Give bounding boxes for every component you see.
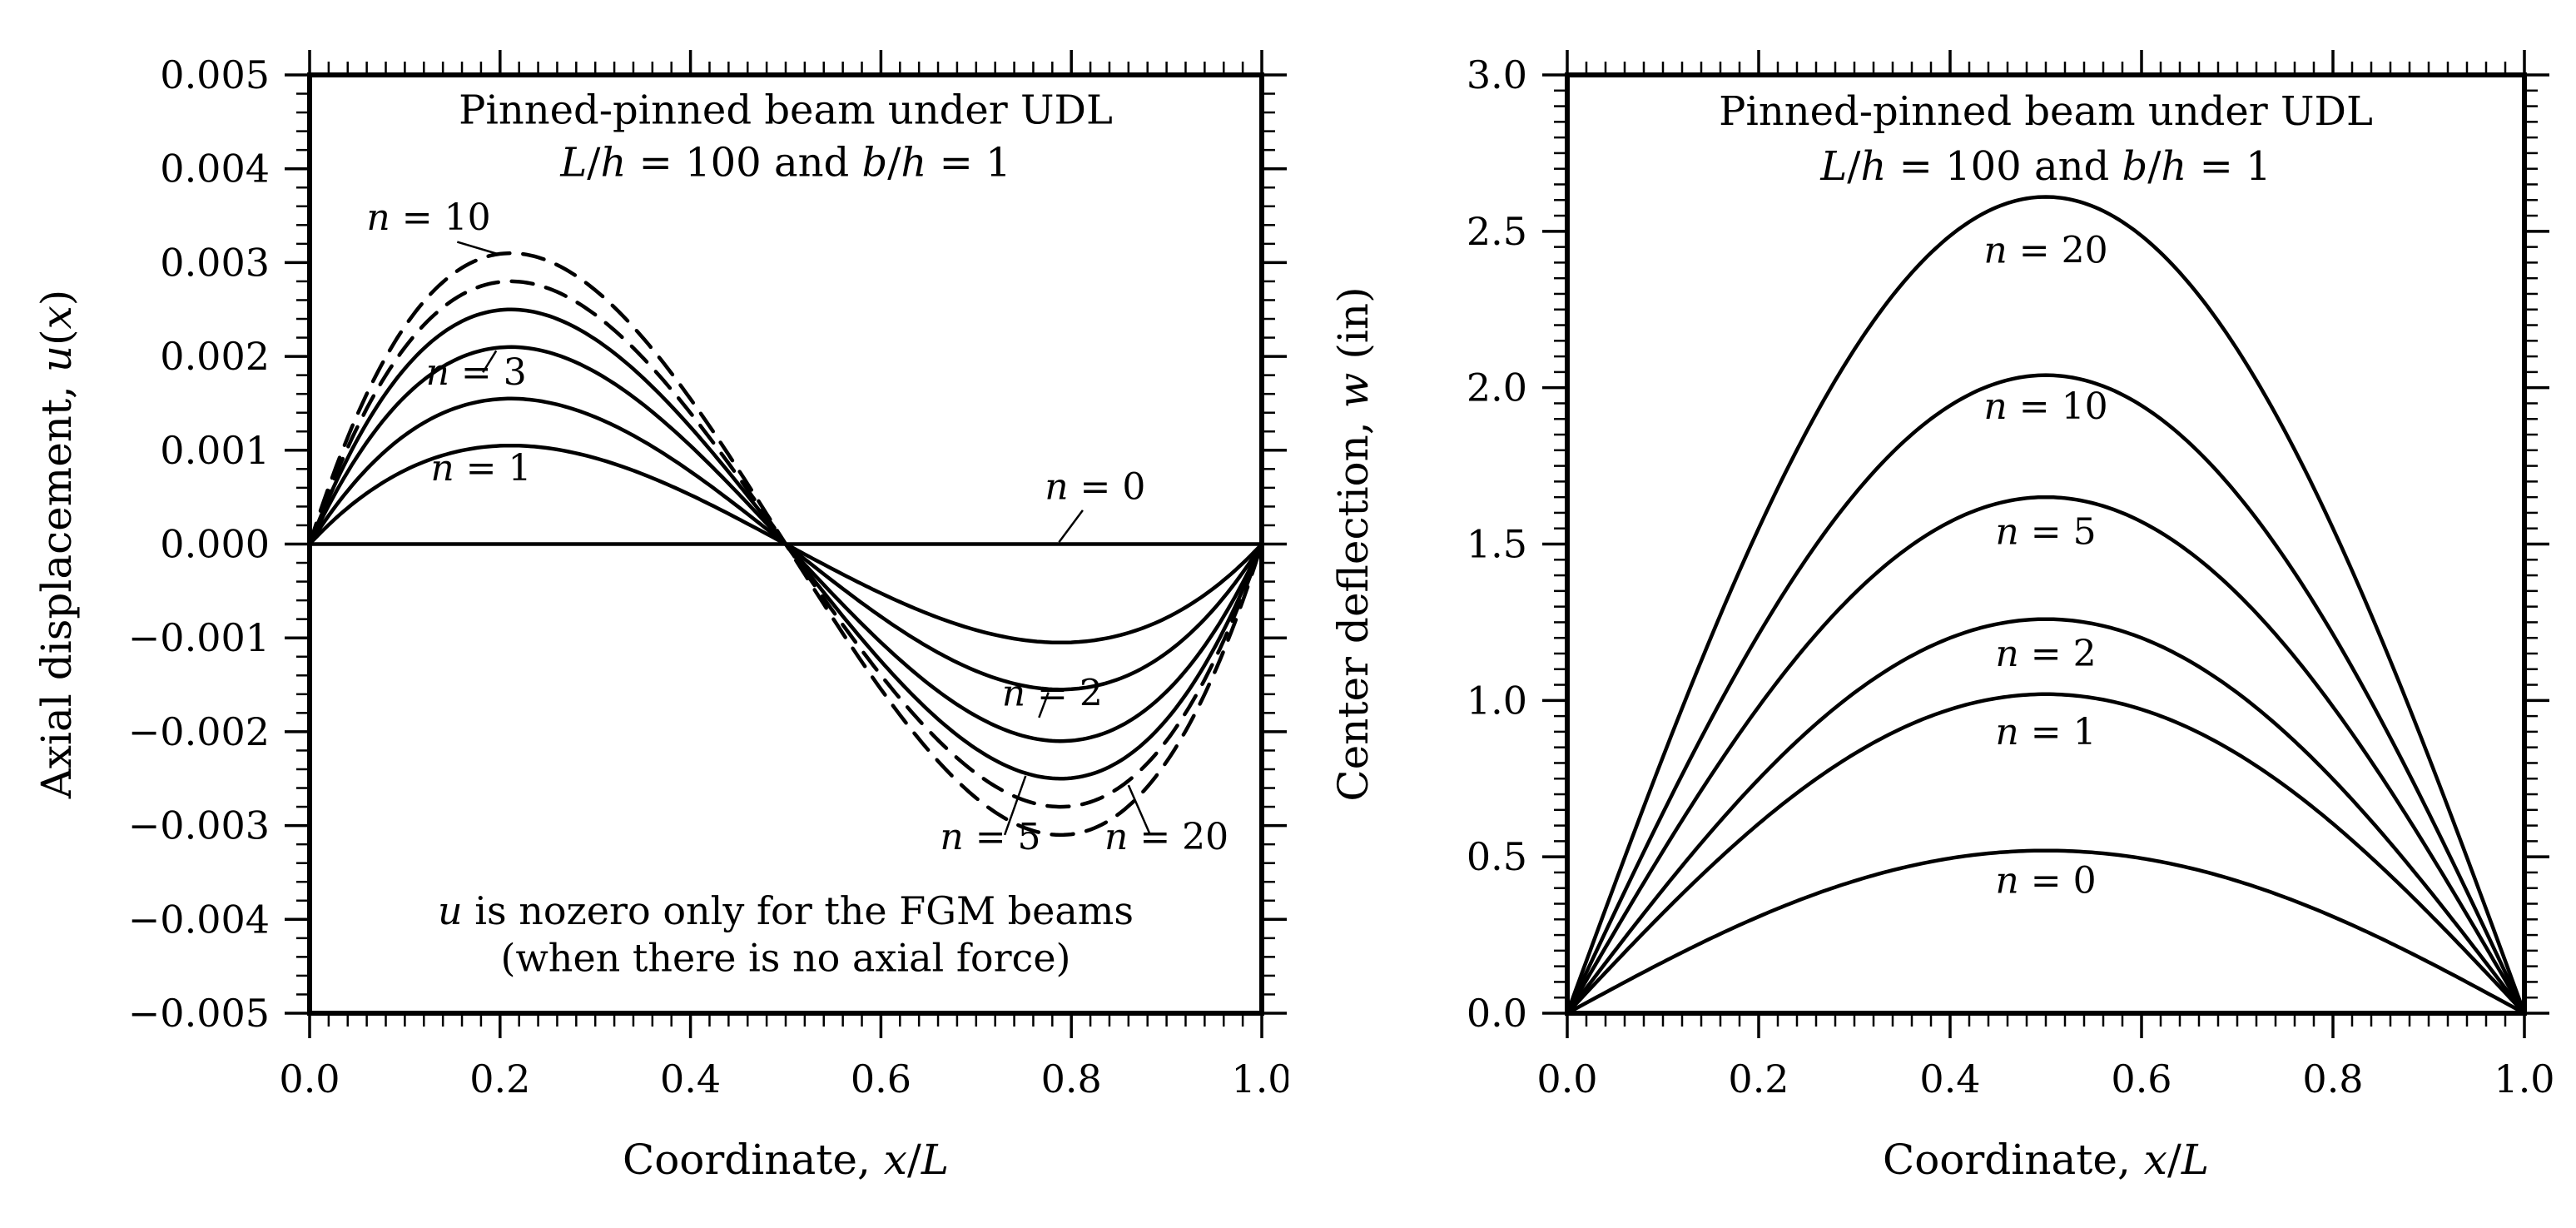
y-tick-label: −0.005	[128, 991, 270, 1036]
x-axis-title: Coordinate, x/L	[1883, 1136, 2209, 1184]
curve-label: n = 2	[1995, 633, 2096, 675]
y-tick-label: 1.0	[1467, 678, 1527, 723]
major-ticks	[1542, 50, 2549, 1038]
x-tick-label: 0.8	[2302, 1056, 2363, 1101]
curve-label: n = 20	[1104, 816, 1228, 858]
x-tick-label: 1.0	[2494, 1056, 2554, 1101]
y-tick-label: −0.002	[128, 709, 270, 754]
y-tick-label: −0.004	[128, 897, 270, 942]
chart-title: L/h = 100 and b/h = 1	[1819, 143, 2271, 190]
label-leader-line	[456, 241, 499, 256]
y-axis-title: Center deflection, w (in)	[1329, 286, 1377, 801]
curve-n=1	[1565, 692, 2527, 1016]
chart-title: Pinned-pinned beam under UDL	[1719, 88, 2373, 135]
y-tick-label: 0.005	[160, 52, 270, 97]
label-leader-line	[482, 350, 498, 373]
curve-label: n = 20	[1983, 229, 2107, 271]
x-tick-label: 0.4	[660, 1056, 721, 1101]
major-ticks	[285, 50, 1287, 1038]
y-tick-label: 0.0	[1467, 991, 1527, 1036]
axial-displacement-plot: 0.0 0.2 0.4 0.6 0.8 1.0 0.005 0.004 0.003 0.002 0.…	[32, 50, 1293, 1184]
annotation: u is nozero only for the FGM beams	[438, 888, 1134, 933]
curve-label: n = 5	[1995, 511, 2096, 554]
label-leader-line	[1038, 692, 1050, 718]
y-tick-label: −0.001	[128, 615, 270, 660]
x-tick-label: 0.8	[1041, 1056, 1102, 1101]
y-tick-label: −0.003	[128, 803, 270, 848]
curve-n=5	[1565, 495, 2527, 1016]
y-tick-label: 0.5	[1467, 834, 1527, 879]
curve-n=0	[1565, 848, 2527, 1016]
x-tick-label: 1.0	[1231, 1056, 1288, 1101]
annotation: (when there is no axial force)	[500, 935, 1070, 980]
y-tick-label: 3.0	[1467, 52, 1527, 97]
y-tick-label: 1.5	[1467, 522, 1527, 567]
y-tick-label: 0.000	[160, 522, 270, 567]
axial-displacement-chart: 0.0 0.2 0.4 0.6 0.8 1.0 0.005 0.004 0.003 0.002 0.…	[32, 50, 1293, 1184]
y-tick-label: 0.001	[160, 428, 270, 473]
label-leader-line	[1058, 510, 1084, 543]
curve-n=10	[1565, 373, 2527, 1016]
center-deflection-chart: 0.0 0.2 0.4 0.6 0.8 1.0 0.0 0.5 1.0 1.5 2.0 2.5 3.0 C…	[1288, 0, 2576, 1228]
x-tick-label: 0.4	[1919, 1056, 1980, 1101]
curve-label: n = 10	[1983, 385, 2107, 428]
curve-n=20	[307, 279, 1264, 809]
y-tick-label: 0.004	[160, 147, 270, 191]
y-tick-label: 2.0	[1467, 365, 1527, 410]
x-tick-label: 0.6	[851, 1056, 911, 1101]
x-axis-title: Coordinate, x/L	[623, 1136, 949, 1184]
curve-label: n = 10	[366, 196, 490, 239]
curve-n=20	[1565, 195, 2527, 1016]
curve-label: n = 1	[1995, 711, 2096, 753]
curve-label: n = 2	[1002, 672, 1103, 714]
x-tick-label: 0.0	[279, 1056, 340, 1101]
x-tick-label: 0.2	[469, 1056, 530, 1101]
y-tick-label: 0.003	[160, 240, 270, 285]
curve-label: n = 0	[1045, 465, 1145, 508]
y-tick-label: 2.5	[1467, 209, 1527, 254]
center-deflection-plot: 0.0 0.2 0.4 0.6 0.8 1.0 0.0 0.5 1.0 1.5 2.0 2.5 3.0 C…	[1329, 50, 2555, 1184]
curve-label: n = 0	[1995, 859, 2096, 902]
curve-label: n = 5	[940, 816, 1040, 858]
chart-title: Pinned-pinned beam under UDL	[459, 87, 1113, 134]
x-tick-label: 0.2	[1728, 1056, 1789, 1101]
label-leader-line	[1127, 784, 1151, 834]
curve-label: n = 1	[430, 447, 531, 490]
label-leader-line	[1003, 775, 1027, 836]
x-tick-label: 0.0	[1536, 1056, 1597, 1101]
y-axis-title: Axial displacement, u(x)	[32, 290, 81, 800]
curve-label: n = 3	[426, 351, 527, 394]
y-tick-label: 0.002	[160, 334, 270, 379]
chart-title: L/h = 100 and b/h = 1	[559, 140, 1010, 186]
x-tick-label: 0.6	[2111, 1056, 2171, 1101]
curve-n=2	[1565, 617, 2527, 1016]
